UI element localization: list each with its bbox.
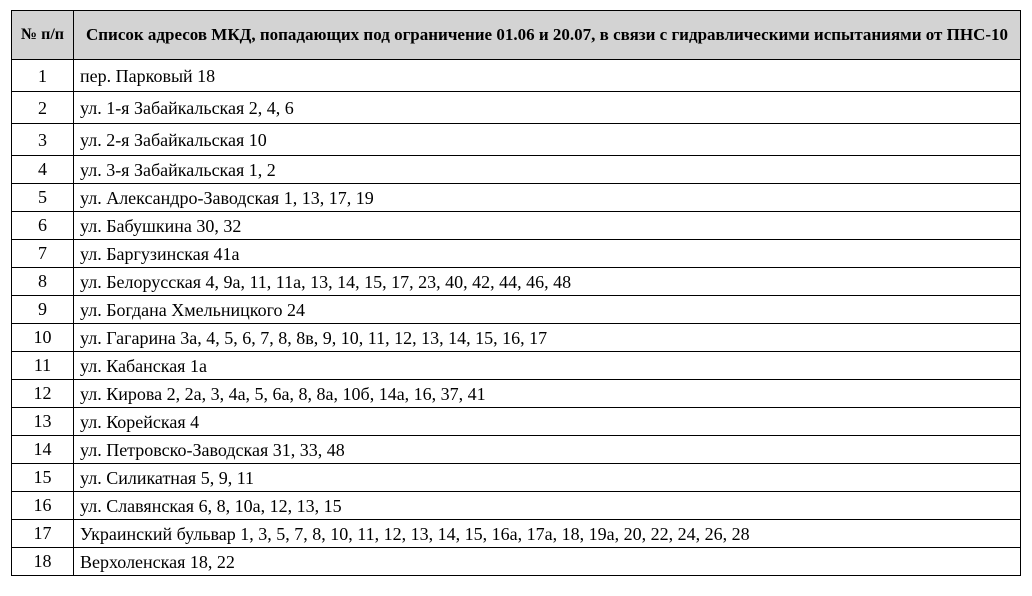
table-row: 14ул. Петровско-Заводская 31, 33, 48 bbox=[12, 435, 1021, 463]
table-row: 2ул. 1-я Забайкальская 2, 4, 6 bbox=[12, 91, 1021, 123]
row-address: ул. 3-я Забайкальская 1, 2 bbox=[74, 155, 1021, 183]
address-table: № п/п Список адресов МКД, попадающих под… bbox=[11, 10, 1021, 576]
row-address: ул. Кирова 2, 2а, 3, 4а, 5, 6а, 8, 8а, 1… bbox=[74, 379, 1021, 407]
table-row: 3ул. 2-я Забайкальская 10 bbox=[12, 123, 1021, 155]
row-number: 2 bbox=[12, 91, 74, 123]
row-number: 8 bbox=[12, 267, 74, 295]
row-address: ул. Корейская 4 bbox=[74, 407, 1021, 435]
row-number: 18 bbox=[12, 547, 74, 575]
table-row: 17Украинский бульвар 1, 3, 5, 7, 8, 10, … bbox=[12, 519, 1021, 547]
row-address: ул. Гагарина 3а, 4, 5, 6, 7, 8, 8в, 9, 1… bbox=[74, 323, 1021, 351]
row-address: ул. Богдана Хмельницкого 24 bbox=[74, 295, 1021, 323]
table-row: 7ул. Баргузинская 41а bbox=[12, 239, 1021, 267]
row-number: 13 bbox=[12, 407, 74, 435]
row-number: 9 bbox=[12, 295, 74, 323]
row-address: ул. Петровско-Заводская 31, 33, 48 bbox=[74, 435, 1021, 463]
row-address: ул. Силикатная 5, 9, 11 bbox=[74, 463, 1021, 491]
table-row: 12ул. Кирова 2, 2а, 3, 4а, 5, 6а, 8, 8а,… bbox=[12, 379, 1021, 407]
header-row: № п/п Список адресов МКД, попадающих под… bbox=[12, 11, 1021, 60]
header-num: № п/п bbox=[12, 11, 74, 60]
row-number: 10 bbox=[12, 323, 74, 351]
table-row: 8ул. Белорусская 4, 9а, 11, 11а, 13, 14,… bbox=[12, 267, 1021, 295]
row-number: 11 bbox=[12, 351, 74, 379]
row-address: ул. 2-я Забайкальская 10 bbox=[74, 123, 1021, 155]
row-address: пер. Парковый 18 bbox=[74, 59, 1021, 91]
row-address: ул. Славянская 6, 8, 10а, 12, 13, 15 bbox=[74, 491, 1021, 519]
row-number: 4 bbox=[12, 155, 74, 183]
table-row: 11ул. Кабанская 1а bbox=[12, 351, 1021, 379]
table-row: 10ул. Гагарина 3а, 4, 5, 6, 7, 8, 8в, 9,… bbox=[12, 323, 1021, 351]
table-row: 16ул. Славянская 6, 8, 10а, 12, 13, 15 bbox=[12, 491, 1021, 519]
row-address: Украинский бульвар 1, 3, 5, 7, 8, 10, 11… bbox=[74, 519, 1021, 547]
row-number: 6 bbox=[12, 211, 74, 239]
row-number: 16 bbox=[12, 491, 74, 519]
table-body: 1пер. Парковый 182ул. 1-я Забайкальская … bbox=[12, 59, 1021, 575]
row-address: ул. Баргузинская 41а bbox=[74, 239, 1021, 267]
row-number: 15 bbox=[12, 463, 74, 491]
table-row: 4ул. 3-я Забайкальская 1, 2 bbox=[12, 155, 1021, 183]
row-address: ул. Кабанская 1а bbox=[74, 351, 1021, 379]
row-address: ул. Бабушкина 30, 32 bbox=[74, 211, 1021, 239]
table-row: 18Верхоленская 18, 22 bbox=[12, 547, 1021, 575]
row-number: 1 bbox=[12, 59, 74, 91]
row-number: 17 bbox=[12, 519, 74, 547]
row-address: ул. Александро-Заводская 1, 13, 17, 19 bbox=[74, 183, 1021, 211]
table-row: 9ул. Богдана Хмельницкого 24 bbox=[12, 295, 1021, 323]
table-row: 1пер. Парковый 18 bbox=[12, 59, 1021, 91]
row-number: 14 bbox=[12, 435, 74, 463]
table-row: 15ул. Силикатная 5, 9, 11 bbox=[12, 463, 1021, 491]
row-address: ул. Белорусская 4, 9а, 11, 11а, 13, 14, … bbox=[74, 267, 1021, 295]
row-number: 7 bbox=[12, 239, 74, 267]
table-row: 6ул. Бабушкина 30, 32 bbox=[12, 211, 1021, 239]
header-title: Список адресов МКД, попадающих под огран… bbox=[74, 11, 1021, 60]
table-row: 5ул. Александро-Заводская 1, 13, 17, 19 bbox=[12, 183, 1021, 211]
table-row: 13ул. Корейская 4 bbox=[12, 407, 1021, 435]
row-address: ул. 1-я Забайкальская 2, 4, 6 bbox=[74, 91, 1021, 123]
row-number: 12 bbox=[12, 379, 74, 407]
row-number: 5 bbox=[12, 183, 74, 211]
row-address: Верхоленская 18, 22 bbox=[74, 547, 1021, 575]
row-number: 3 bbox=[12, 123, 74, 155]
